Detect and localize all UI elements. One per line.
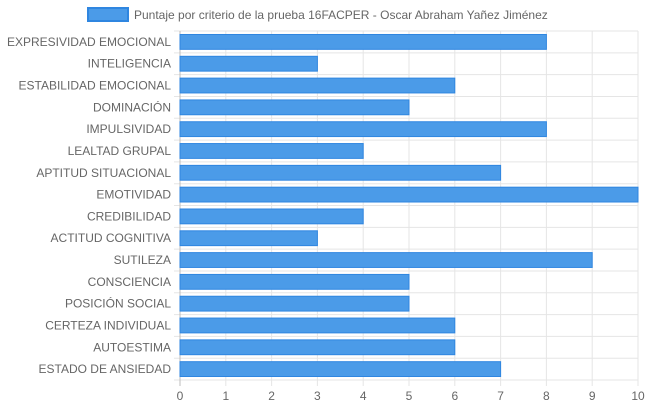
x-tick-label: 4 xyxy=(360,389,367,403)
category-label: ESTABILIDAD EMOCIONAL xyxy=(19,79,172,93)
bar[interactable] xyxy=(179,33,547,50)
category-label: CONSCIENCIA xyxy=(88,275,171,289)
x-tick-label: 7 xyxy=(497,389,504,403)
x-tick-label: 8 xyxy=(543,389,550,403)
bar[interactable] xyxy=(179,230,318,247)
x-tick-labels: 0 1 2 3 4 5 6 7 8 9 10 xyxy=(177,389,645,403)
category-label: IMPULSIVIDAD xyxy=(86,122,171,136)
category-label: SUTILEZA xyxy=(114,253,171,267)
category-label: CREDIBILIDAD xyxy=(87,209,171,223)
category-label: EXPRESIVIDAD EMOCIONAL xyxy=(7,35,171,49)
bar[interactable] xyxy=(179,361,502,378)
x-tick-label: 3 xyxy=(314,389,321,403)
category-label: DOMINACIÓN xyxy=(93,99,171,114)
category-label: EMOTIVIDAD xyxy=(96,188,171,202)
category-label: POSICIÓN SOCIAL xyxy=(65,296,171,311)
legend-label: Puntaje por criterio de la prueba 16FACP… xyxy=(134,8,548,22)
bar[interactable] xyxy=(179,143,364,159)
x-tick-label: 6 xyxy=(451,389,458,403)
bar[interactable] xyxy=(179,121,547,138)
bar[interactable] xyxy=(179,55,318,72)
bar[interactable] xyxy=(179,77,456,94)
bar[interactable] xyxy=(179,317,456,334)
category-label: LEALTAD GRUPAL xyxy=(68,144,172,158)
legend[interactable]: Puntaje por criterio de la prueba 16FACP… xyxy=(87,7,548,22)
x-tick-label: 5 xyxy=(406,389,413,403)
bar[interactable] xyxy=(179,208,364,225)
bars xyxy=(179,33,639,378)
bar[interactable] xyxy=(179,164,502,181)
x-tick-label: 0 xyxy=(177,389,184,403)
category-labels: EXPRESIVIDAD EMOCIONAL INTELIGENCIA ESTABI… xyxy=(7,35,171,376)
x-tick-label: 2 xyxy=(268,389,275,403)
category-label: AUTOESTIMA xyxy=(93,340,171,354)
bar[interactable] xyxy=(179,186,639,203)
category-label: APTITUD SITUACIONAL xyxy=(36,166,171,180)
category-label: ACTITUD COGNITIVA xyxy=(51,231,171,245)
x-tick-label: 10 xyxy=(631,389,645,403)
bar[interactable] xyxy=(179,252,593,268)
category-label: ESTADO DE ANSIEDAD xyxy=(39,362,172,376)
bar[interactable] xyxy=(179,295,410,312)
category-label: INTELIGENCIA xyxy=(88,57,171,71)
legend-swatch xyxy=(87,7,129,22)
x-tick-label: 1 xyxy=(222,389,229,403)
bar[interactable] xyxy=(179,339,456,356)
bar[interactable] xyxy=(179,99,410,116)
bar[interactable] xyxy=(179,273,410,290)
category-label: CERTEZA INDIVIDUAL xyxy=(45,318,171,332)
x-tick-label: 9 xyxy=(589,389,596,403)
